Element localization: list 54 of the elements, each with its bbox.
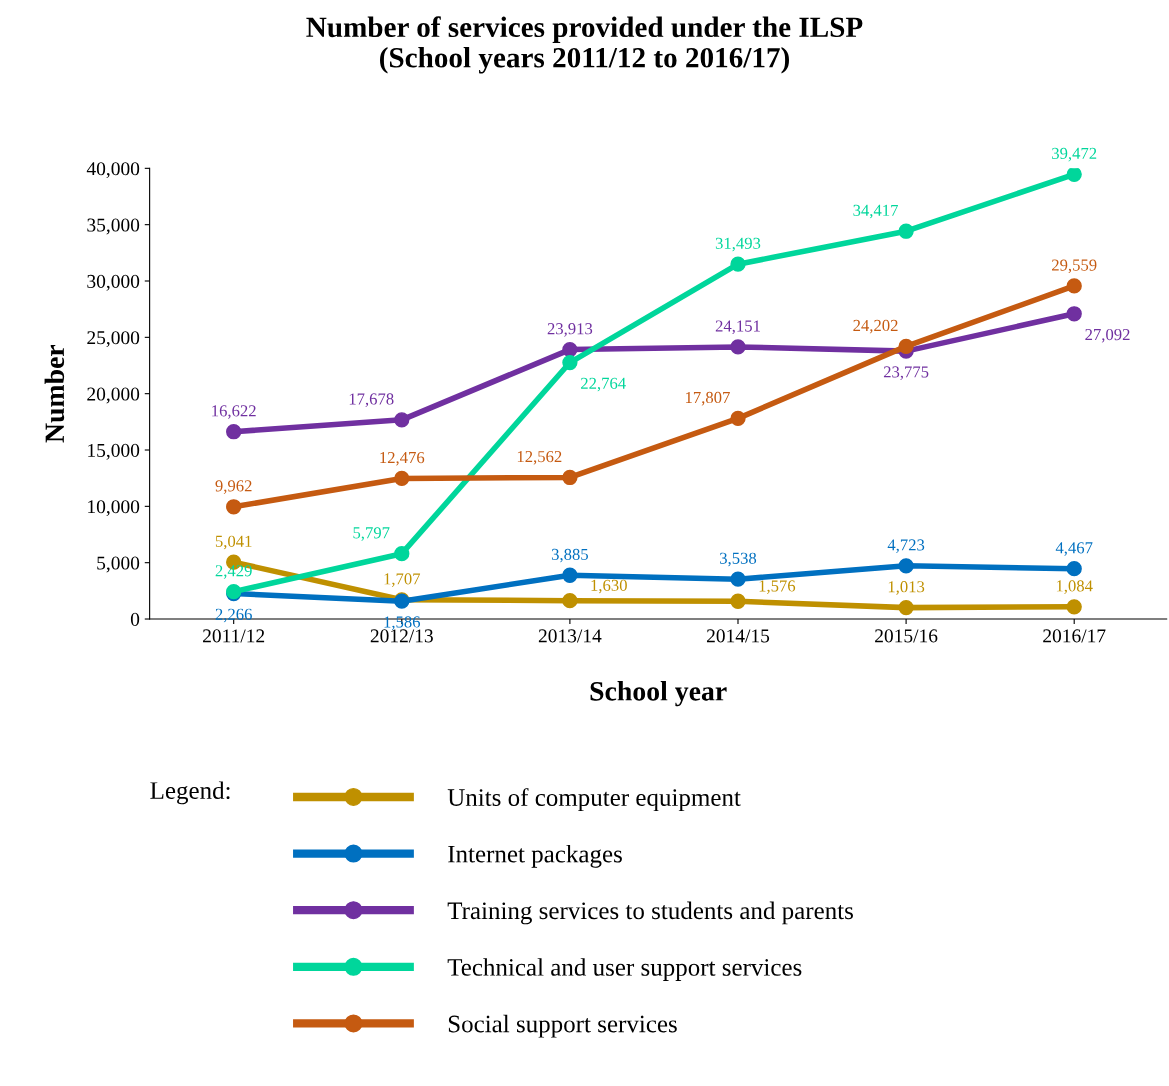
x-tick-label: 2012/13 xyxy=(370,629,433,643)
y-tick-label: 30,000 xyxy=(87,274,140,291)
data-label: 1,630 xyxy=(591,579,627,594)
data-label: 17,807 xyxy=(685,391,730,406)
y-tick-label: 5,000 xyxy=(97,556,140,573)
x-axis-title: School year xyxy=(590,681,727,707)
legend-label: Internet packages xyxy=(448,844,622,868)
data-label: 17,678 xyxy=(349,393,394,407)
data-label: 5,797 xyxy=(353,527,390,541)
data-label: 24,202 xyxy=(853,319,898,334)
data-label: 9,962 xyxy=(215,480,252,494)
data-label: 4,467 xyxy=(1055,542,1093,556)
data-label: 1,576 xyxy=(759,580,796,594)
data-label: 24,151 xyxy=(715,320,760,335)
x-tick-label: 2011/12 xyxy=(203,629,265,643)
data-label: 31,493 xyxy=(715,237,761,252)
data-label: 2,429 xyxy=(215,565,252,579)
legend-label: Training services to students and parents xyxy=(447,901,853,925)
y-tick-label: 10,000 xyxy=(88,500,140,517)
data-label: 23,775 xyxy=(883,366,929,380)
legend-label: Units of computer equipment xyxy=(447,788,741,812)
x-tick-label: 2013/14 xyxy=(538,629,602,643)
x-tick-label: 2015/16 xyxy=(875,629,938,643)
y-tick-label: 0 xyxy=(130,612,140,626)
data-label: 34,417 xyxy=(853,204,898,219)
data-label: 27,092 xyxy=(1085,328,1130,343)
data-label: 22,764 xyxy=(581,377,626,392)
data-label: 5,041 xyxy=(215,535,252,550)
y-tick-label: 15,000 xyxy=(88,443,140,460)
data-label: 12,562 xyxy=(517,451,562,465)
data-label: 1,586 xyxy=(384,616,421,630)
x-tick-label: 2014/15 xyxy=(706,629,770,643)
y-axis-title: Number xyxy=(44,344,65,443)
data-label: 12,476 xyxy=(380,451,425,466)
y-tick-label: 35,000 xyxy=(87,218,140,235)
data-label: 4,723 xyxy=(887,539,925,553)
data-label: 16,622 xyxy=(212,405,256,419)
y-tick-label: 40,000 xyxy=(86,162,140,179)
data-label: 29,559 xyxy=(1052,259,1097,274)
y-tick-label: 20,000 xyxy=(87,387,140,404)
legend-label: Social support services xyxy=(448,1014,677,1038)
x-tick-label: 2016/17 xyxy=(1043,629,1106,643)
chart-title: Number of services provided under the ILSP (School years 2011/12 to 2016/17) xyxy=(306,16,863,74)
data-label: 2,266 xyxy=(215,608,252,623)
data-label: 1,707 xyxy=(384,573,421,587)
data-label: 23,913 xyxy=(547,323,593,337)
legend-label: Technical and user support services xyxy=(447,958,802,981)
data-label: 3,538 xyxy=(720,552,757,567)
data-label: 1,013 xyxy=(888,581,925,595)
legend-title: Legend: xyxy=(150,781,230,805)
data-label: 3,885 xyxy=(551,548,588,563)
data-label: 1,084 xyxy=(1056,580,1093,594)
y-tick-label: 25,000 xyxy=(87,331,140,348)
data-label: 39,472 xyxy=(1052,147,1097,162)
